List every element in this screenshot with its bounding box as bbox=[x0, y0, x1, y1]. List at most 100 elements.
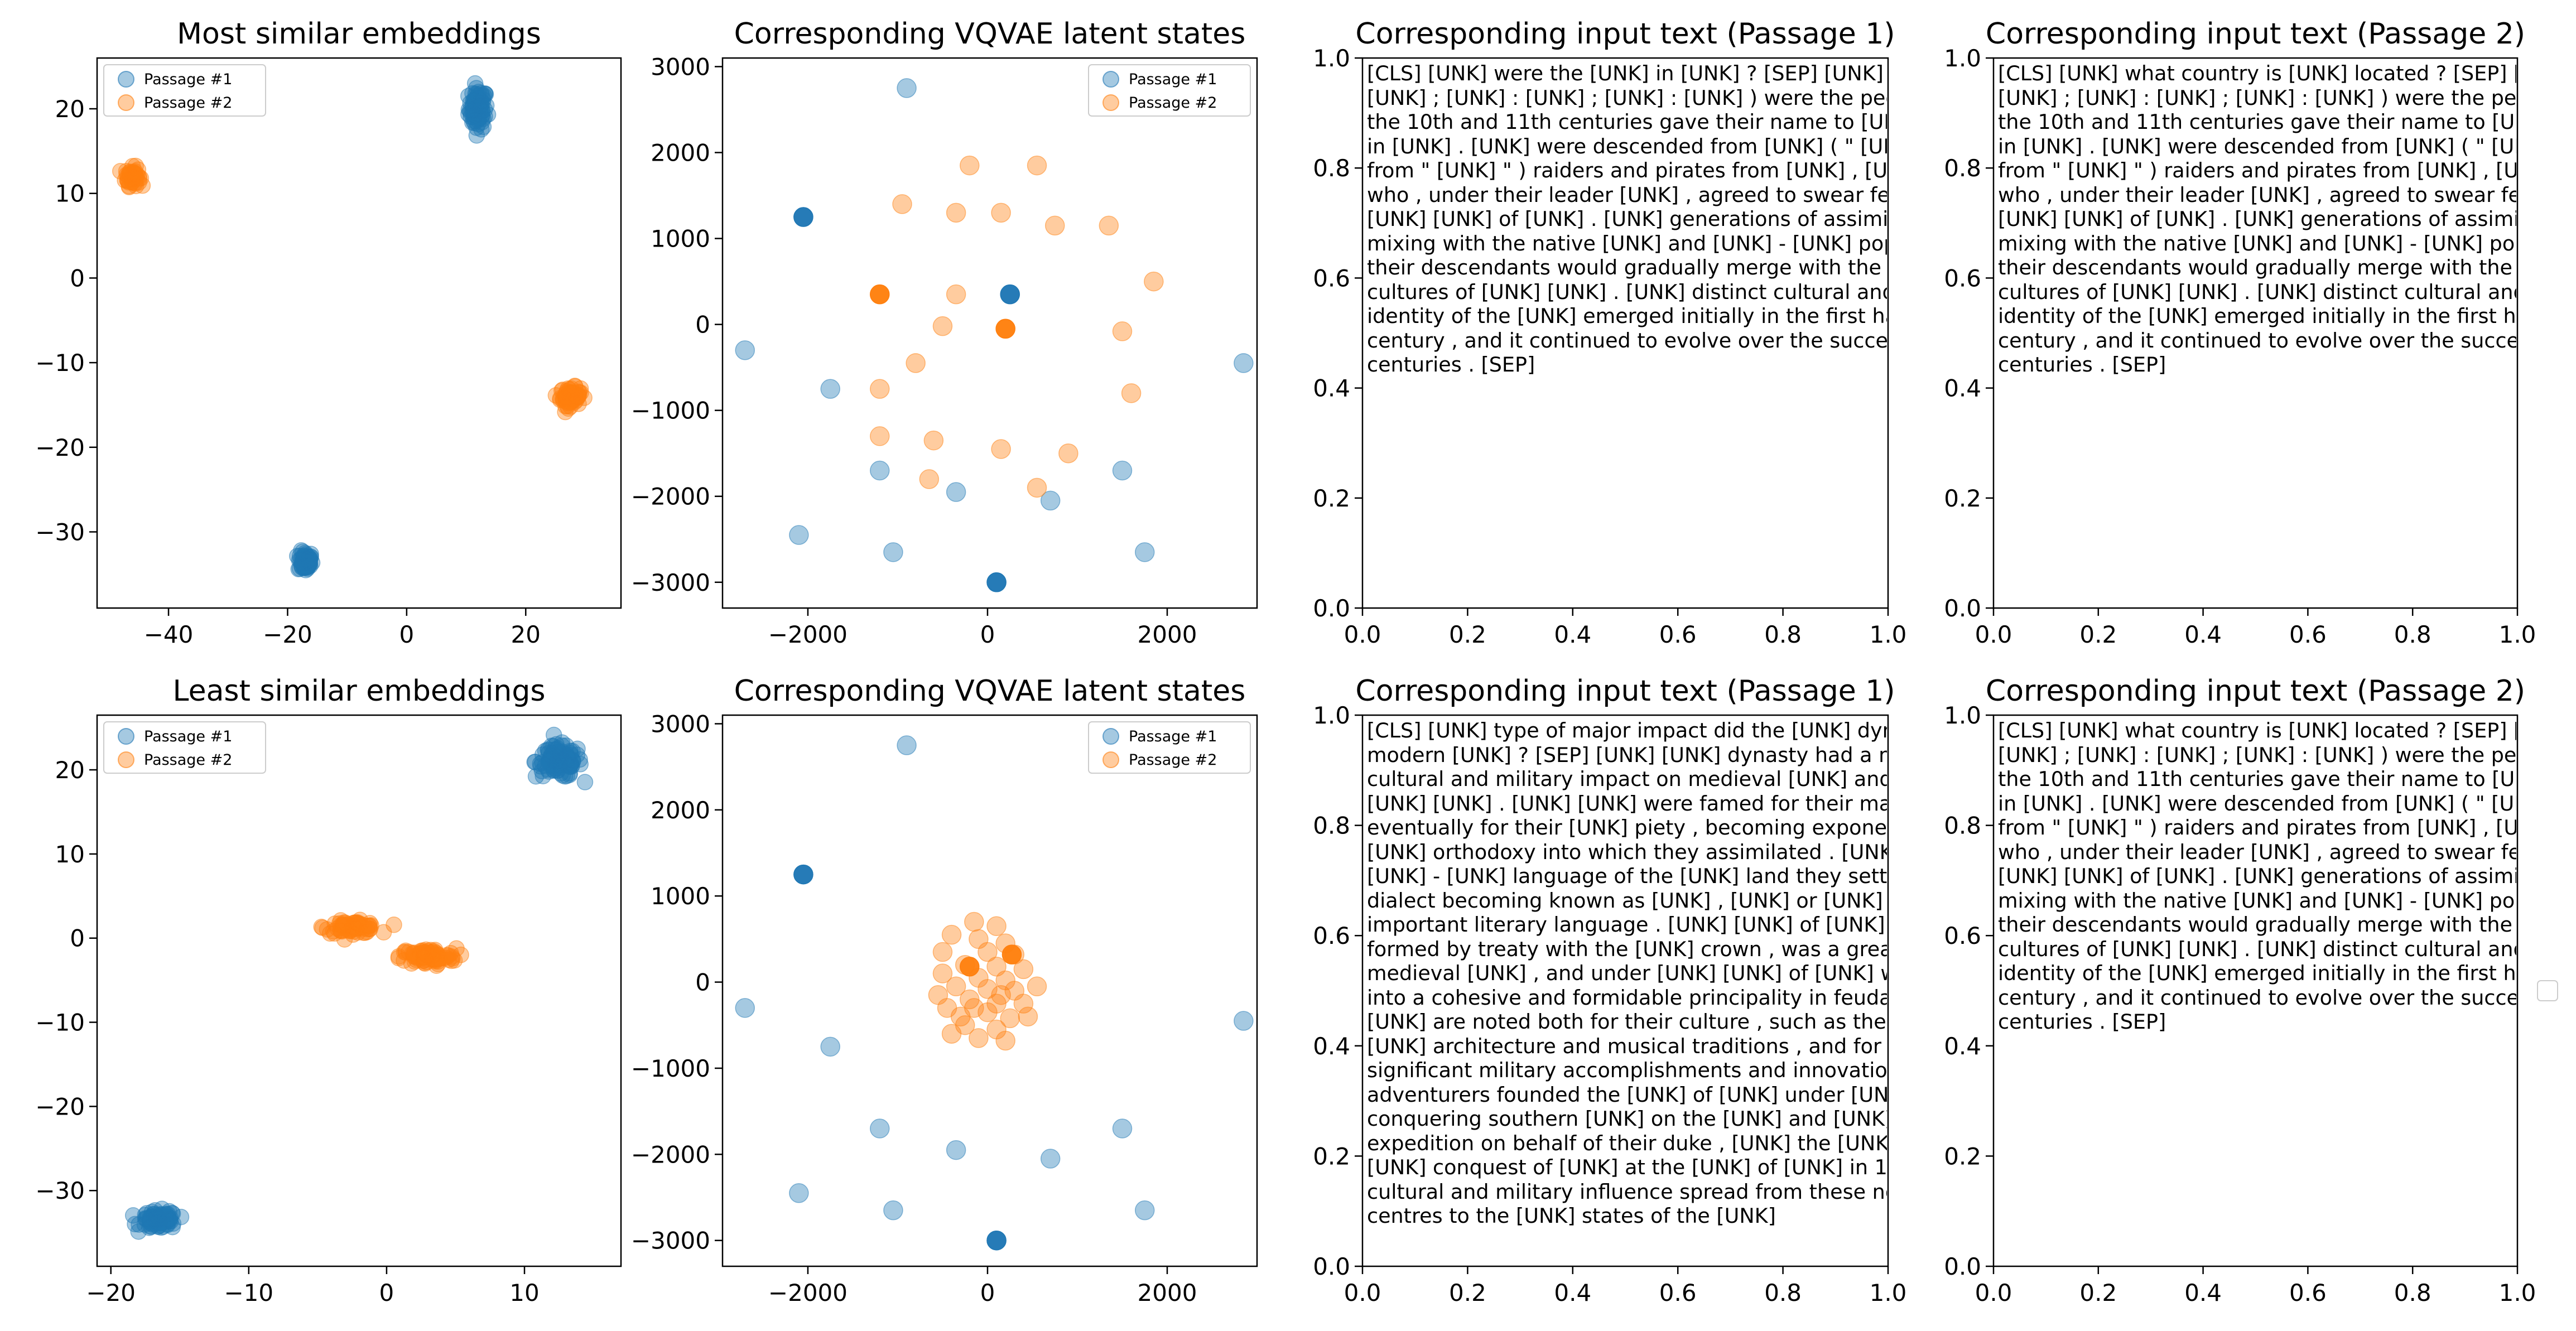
text-axes-frame bbox=[1992, 714, 2519, 1267]
latent-point bbox=[1121, 383, 1142, 403]
x-tick-label: 2000 bbox=[1138, 621, 1197, 648]
latent-point bbox=[928, 985, 948, 1005]
legend-label: Passage #1 bbox=[1129, 728, 1217, 745]
latent-point bbox=[870, 379, 890, 399]
legend-marker bbox=[1102, 94, 1119, 111]
legend-label: Passage #2 bbox=[144, 751, 232, 769]
y-tick-label: 0.6 bbox=[1313, 922, 1350, 949]
y-tick-label: 0.0 bbox=[1313, 1253, 1350, 1280]
latent-point bbox=[820, 379, 840, 399]
y-tick-label: 0.4 bbox=[1313, 375, 1350, 402]
y-tick-label: 0.8 bbox=[1313, 812, 1350, 840]
embedding-cluster bbox=[124, 1200, 190, 1240]
y-tick-label: 0.2 bbox=[1313, 1142, 1350, 1170]
latent-point-overlap bbox=[986, 1230, 1007, 1251]
x-tick-label: 1.0 bbox=[2499, 621, 2536, 648]
y-tick-label: 1000 bbox=[651, 882, 710, 910]
y-tick-label: −1000 bbox=[631, 1055, 710, 1082]
panel-title: Corresponding VQVAE latent states bbox=[734, 674, 1246, 708]
embedding-point bbox=[469, 87, 486, 104]
passage-text: [CLS] [UNK] what country is [UNK] locate… bbox=[1998, 61, 2516, 377]
embedding-cluster bbox=[289, 542, 321, 578]
latent-point bbox=[932, 316, 953, 336]
passage-text: [CLS] [UNK] were the [UNK] in [UNK] ? [S… bbox=[1367, 61, 1887, 377]
x-tick-label: 0 bbox=[379, 1279, 394, 1306]
latent-point bbox=[1040, 1149, 1061, 1169]
input-text-panel: [CLS] [UNK] what country is [UNK] locate… bbox=[1944, 674, 2558, 1306]
y-tick-label: 0.8 bbox=[1944, 155, 1981, 182]
latent-point bbox=[870, 460, 890, 481]
latent-point bbox=[1099, 215, 1119, 236]
latent-point bbox=[1234, 353, 1254, 373]
y-tick-label: 1.0 bbox=[1944, 45, 1981, 72]
x-tick-label: 0.4 bbox=[2184, 621, 2222, 648]
latent-point bbox=[735, 998, 755, 1018]
y-tick-label: 1.0 bbox=[1313, 702, 1350, 729]
embedding-point bbox=[576, 774, 594, 790]
y-tick-label: −10 bbox=[35, 349, 85, 377]
embedding-point bbox=[386, 917, 402, 933]
latent-point-overlap bbox=[793, 864, 813, 885]
latent-series bbox=[735, 735, 1254, 1251]
embedding-point bbox=[131, 170, 148, 187]
y-tick-label: 1.0 bbox=[1944, 702, 1981, 729]
embedding-point bbox=[526, 754, 543, 770]
y-tick-label: −3000 bbox=[631, 569, 710, 596]
latent-point bbox=[946, 1140, 966, 1160]
panel-title: Least similar embeddings bbox=[173, 674, 546, 708]
passage-text-clip: [CLS] [UNK] were the [UNK] in [UNK] ? [S… bbox=[1367, 61, 1887, 377]
latent-point bbox=[1134, 1200, 1155, 1221]
latent-point bbox=[969, 1028, 989, 1048]
legend-label: Passage #1 bbox=[144, 71, 232, 88]
y-tick-label: 3000 bbox=[651, 53, 710, 80]
latent-scatter-panel: Corresponding VQVAE latent states −2000 0 2… bbox=[631, 674, 1258, 1306]
latent-point-overlap bbox=[870, 284, 890, 305]
y-tick-label: 20 bbox=[55, 756, 85, 784]
latent-point bbox=[1027, 155, 1047, 176]
latent-point-overlap bbox=[986, 572, 1007, 592]
latent-point bbox=[978, 1002, 998, 1023]
latent-point bbox=[1058, 443, 1078, 464]
latent-point bbox=[919, 469, 940, 489]
x-tick-label: 0.6 bbox=[2289, 1279, 2327, 1306]
x-tick-label: −40 bbox=[144, 621, 194, 648]
latent-point bbox=[941, 1024, 962, 1044]
latent-point bbox=[1027, 976, 1047, 997]
x-tick-label: 1.0 bbox=[1870, 1279, 1907, 1306]
y-tick-label: 0.4 bbox=[1944, 375, 1981, 402]
passage-text-clip: [CLS] [UNK] what country is [UNK] locate… bbox=[1998, 61, 2516, 377]
embedding-axes-frame bbox=[96, 57, 622, 609]
latent-point bbox=[883, 542, 903, 562]
latent-point bbox=[1040, 490, 1061, 511]
x-tick-label: −20 bbox=[263, 621, 312, 648]
y-tick-label: 0.6 bbox=[1944, 922, 1981, 949]
embedding-point bbox=[567, 378, 584, 395]
latent-point bbox=[1044, 215, 1065, 236]
x-tick-label: −2000 bbox=[768, 621, 848, 648]
latent-point bbox=[1000, 1008, 1020, 1029]
y-tick-label: 10 bbox=[55, 841, 85, 868]
x-tick-label: 0.2 bbox=[2079, 621, 2117, 648]
panel-title: Corresponding input text (Passage 2) bbox=[1986, 674, 2525, 708]
embedding-point bbox=[142, 1214, 158, 1231]
latent-point bbox=[932, 942, 953, 962]
latent-point bbox=[789, 525, 809, 545]
latent-point bbox=[1134, 542, 1155, 562]
x-tick-label: 0.2 bbox=[1449, 621, 1486, 648]
y-tick-label: 0 bbox=[70, 264, 85, 292]
latent-point bbox=[1234, 1011, 1254, 1031]
panel-title: Corresponding input text (Passage 1) bbox=[1355, 674, 1895, 708]
latent-point bbox=[978, 979, 998, 999]
latent-point bbox=[906, 353, 926, 373]
y-tick-label: −2000 bbox=[631, 1141, 710, 1168]
x-tick-label: 20 bbox=[511, 621, 541, 648]
y-tick-label: 2000 bbox=[651, 797, 710, 824]
y-tick-label: −20 bbox=[35, 434, 85, 461]
embedding-point bbox=[560, 400, 577, 417]
latent-point bbox=[986, 916, 1007, 936]
y-tick-label: 0.4 bbox=[1944, 1033, 1981, 1060]
x-tick-label: 0.4 bbox=[1554, 621, 1591, 648]
x-tick-label: 0.8 bbox=[2394, 1279, 2431, 1306]
y-tick-label: 0.2 bbox=[1313, 485, 1350, 512]
